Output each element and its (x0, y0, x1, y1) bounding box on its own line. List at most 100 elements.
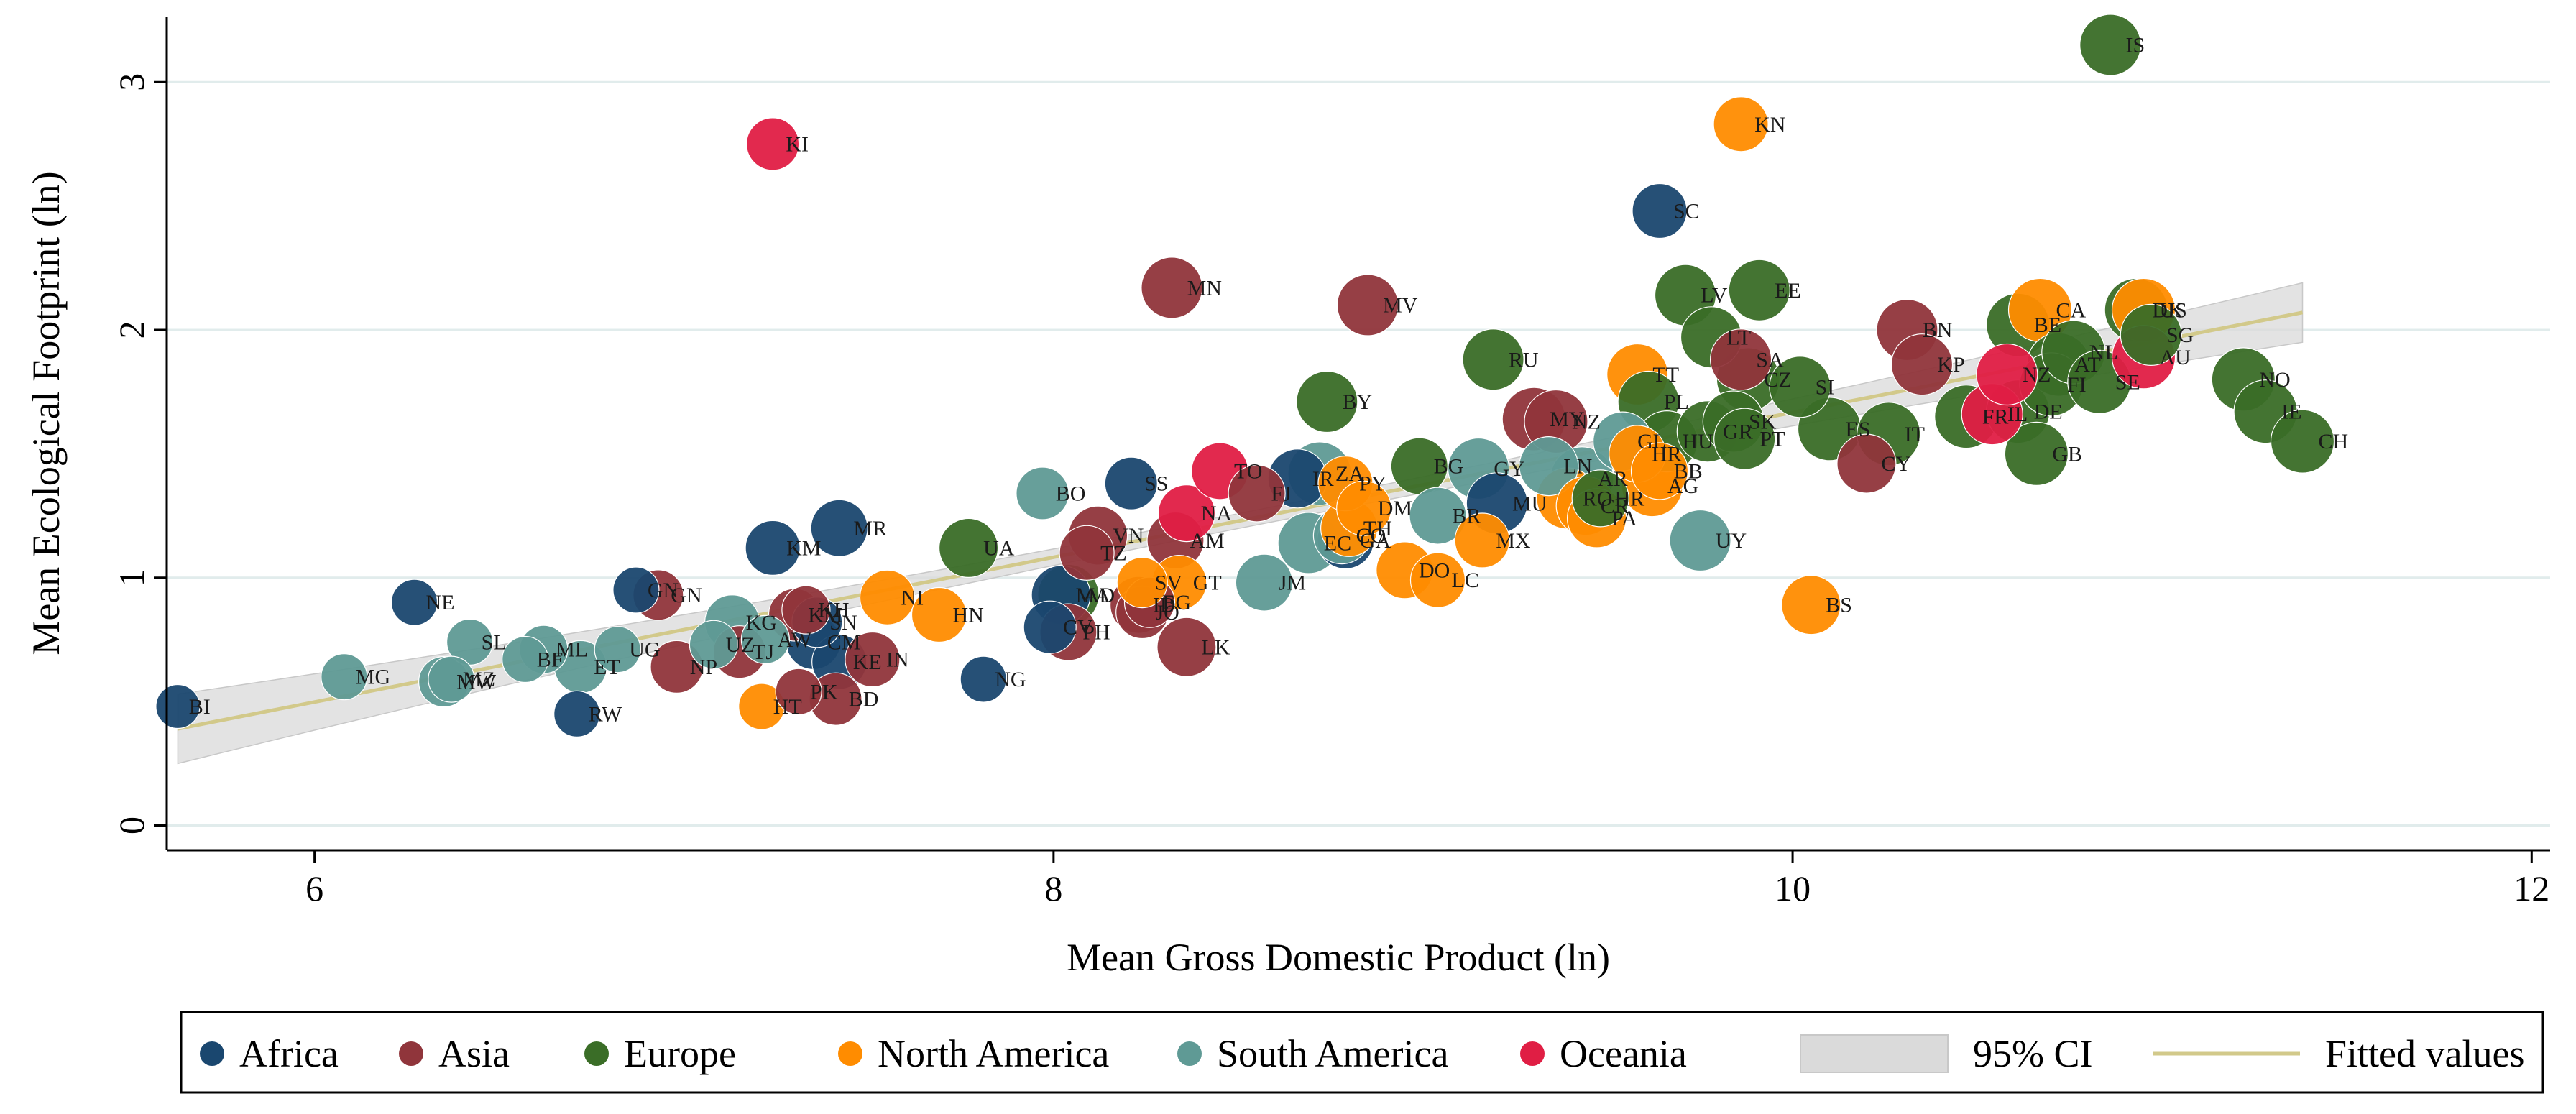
point-label-cr-77: CR (1601, 494, 1629, 518)
point-cv-35 (1023, 600, 1077, 654)
point-label-co-59: CO (1356, 524, 1386, 548)
point-label-th-61: TH (1363, 517, 1392, 540)
point-label-ug-9: UG (629, 638, 660, 662)
point-label-ga-58: GA (1360, 529, 1392, 553)
point-lk-48 (1156, 617, 1217, 677)
point-mr-29 (810, 499, 868, 557)
point-label-ua-33: UA (983, 536, 1015, 560)
point-label-lc-65: LC (1452, 568, 1479, 592)
point-label-ee-97: EE (1775, 279, 1801, 303)
point-label-bf-7: BF (537, 648, 564, 672)
point-label-nz-107: NZ (2023, 363, 2051, 387)
point-label-uy-80: UY (1716, 529, 1747, 553)
x-tick-label-1: 8 (1044, 868, 1062, 908)
point-label-ec-55: EC (1324, 532, 1351, 556)
point-aw-17 (740, 614, 791, 665)
point-mx-69 (1454, 512, 1510, 568)
x-tick-label-3: 12 (2513, 868, 2549, 908)
point-label-pt-93: PT (1760, 428, 1785, 451)
y-tick-label-0: 0 (111, 816, 152, 834)
point-label-nl-114: NL (2089, 341, 2118, 364)
point-label-za-56: ZA (1335, 462, 1364, 486)
point-si-98 (1769, 356, 1831, 418)
point-label-lt-90: LT (1726, 326, 1751, 349)
point-label-sa-94: SA (1756, 348, 1784, 372)
point-ch-123 (2270, 409, 2335, 474)
point-label-to-51: TO (1234, 460, 1262, 484)
point-tz-40 (1059, 525, 1115, 581)
point-label-ro-76: RO (1583, 487, 1613, 510)
point-label-am-49: AM (1190, 529, 1224, 553)
point-label-sn-22: SN (829, 611, 857, 635)
point-label-bo-34: BO (1056, 482, 1086, 506)
point-ki-18 (745, 117, 800, 171)
point-mz-5 (428, 655, 475, 703)
point-nz-107 (1976, 343, 2038, 406)
y-axis-title: Mean Ecological Footprint (ln) (24, 171, 68, 655)
legend-swatch-south-america (1177, 1041, 1202, 1066)
point-sv-44 (1116, 556, 1168, 609)
point-ni-30 (859, 569, 916, 625)
point-label-us-118: US (2160, 298, 2187, 322)
point-label-ng-32: NG (995, 668, 1026, 691)
point-hn-31 (911, 586, 967, 643)
point-in-28 (845, 631, 901, 688)
legend-box (180, 1011, 2544, 1094)
point-jm-53 (1235, 553, 1294, 612)
point-label-hu-87: HU (1683, 430, 1714, 454)
point-label-hr-79: HR (1615, 487, 1645, 510)
point-is-116 (2079, 14, 2142, 76)
point-ru-71 (1462, 328, 1524, 391)
point-label-hn-31: HN (953, 604, 984, 627)
point-label-ir-54: IR (1312, 467, 1334, 491)
legend-label-north-america: North America (878, 1032, 1109, 1075)
point-label-cz-95: CZ (1764, 368, 1791, 392)
point-label-ss-46: SS (1144, 472, 1168, 496)
legend-label-oceania: Oceania (1560, 1032, 1687, 1075)
point-label-mg-2: MG (356, 666, 390, 689)
point-label-mw-4: MW (456, 671, 497, 694)
point-label-au-120: AU (2160, 346, 2191, 369)
point-label-my-72: MY (1550, 408, 1584, 431)
point-label-kp-104: KP (1937, 353, 1964, 377)
point-kp-104 (1890, 333, 1954, 396)
point-na-50 (1157, 484, 1216, 543)
point-ne-1 (390, 579, 438, 626)
point-label-dm-62: DM (1378, 497, 1412, 520)
legend-swatch-oceania (1520, 1041, 1545, 1066)
point-np-13 (650, 640, 704, 694)
legend-label-africa: Africa (239, 1032, 339, 1075)
point-label-aw-17: AW (778, 628, 812, 652)
point-sa-94 (1710, 328, 1772, 391)
point-label-lk-48: LK (1201, 635, 1230, 659)
point-label-sv-44: SV (1155, 571, 1183, 595)
legend: Africa Asia Europe North America South Ameri… (180, 1011, 2544, 1094)
point-label-mu-70: MU (1512, 492, 1547, 515)
point-label-mn-47: MN (1187, 276, 1222, 300)
y-tick-label-3: 3 (111, 73, 152, 91)
point-label-pl-82: PL (1664, 390, 1689, 414)
point-label-at-112: AT (2074, 353, 2101, 377)
point-label-kn-96: KN (1754, 113, 1785, 137)
point-label-sk-92: SK (1749, 410, 1777, 434)
point-kn-96 (1713, 96, 1769, 152)
point-label-it-102: IT (1905, 423, 1925, 446)
point-label-cm-23: CM (827, 630, 861, 654)
point-pt-93 (1714, 408, 1776, 470)
point-label-de-108: DE (2034, 400, 2063, 424)
point-label-ht-24: HT (773, 695, 802, 719)
point-label-nz-73: NZ (1572, 410, 1601, 434)
point-label-ke-27: KE (853, 650, 882, 674)
point-label-is-116: IS (2126, 34, 2145, 57)
legend-label-ci: 95% CI (1973, 1032, 2092, 1075)
point-bf-7 (502, 635, 549, 683)
point-label-kg-14: KG (746, 611, 777, 635)
point-label-sl-3: SL (482, 630, 507, 654)
y-tick-label-2: 2 (111, 321, 152, 339)
point-label-eg-43: EG (1162, 591, 1191, 614)
point-ua-33 (938, 517, 999, 579)
point-label-pk-25: PK (810, 680, 838, 704)
point-sg-119 (2120, 303, 2182, 366)
